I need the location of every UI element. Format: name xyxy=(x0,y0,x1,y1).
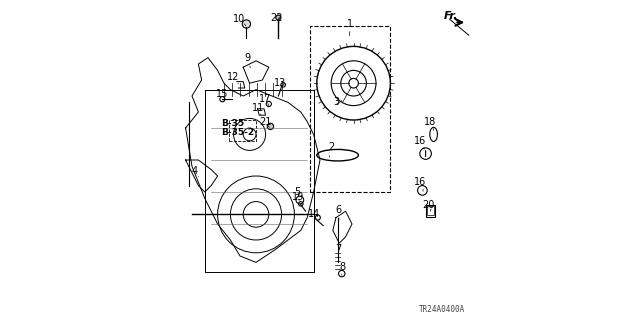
Text: 17: 17 xyxy=(259,94,272,104)
Text: 16: 16 xyxy=(414,136,427,147)
Text: 9: 9 xyxy=(244,53,250,63)
Text: 13: 13 xyxy=(274,78,286,88)
Text: 15: 15 xyxy=(216,89,228,100)
Circle shape xyxy=(276,15,281,20)
Text: 14: 14 xyxy=(308,209,321,219)
Circle shape xyxy=(268,123,274,130)
Text: 16: 16 xyxy=(414,177,427,188)
Bar xyxy=(426,205,435,217)
Bar xyxy=(310,26,390,192)
Text: Fr.: Fr. xyxy=(444,11,458,21)
Bar xyxy=(427,206,434,215)
Text: 11: 11 xyxy=(252,102,265,113)
Text: 3: 3 xyxy=(333,97,339,108)
Text: 8: 8 xyxy=(339,262,346,272)
Text: 19: 19 xyxy=(292,192,305,202)
Bar xyxy=(229,120,256,141)
Text: 7: 7 xyxy=(335,244,342,254)
Text: 2: 2 xyxy=(328,142,334,152)
Text: 5: 5 xyxy=(294,187,300,197)
Text: 21: 21 xyxy=(259,116,272,127)
Circle shape xyxy=(243,20,251,28)
Text: 6: 6 xyxy=(335,204,342,215)
Text: 20: 20 xyxy=(422,200,435,210)
Text: B-35: B-35 xyxy=(221,119,244,128)
Text: 18: 18 xyxy=(424,116,436,127)
Text: 1: 1 xyxy=(348,19,353,29)
Text: 10: 10 xyxy=(233,13,246,24)
Text: 22: 22 xyxy=(271,12,283,23)
Text: 12: 12 xyxy=(227,72,239,82)
Text: TR24A0400A: TR24A0400A xyxy=(419,305,465,314)
Text: B-35-2: B-35-2 xyxy=(221,128,255,137)
Text: 4: 4 xyxy=(191,166,198,176)
